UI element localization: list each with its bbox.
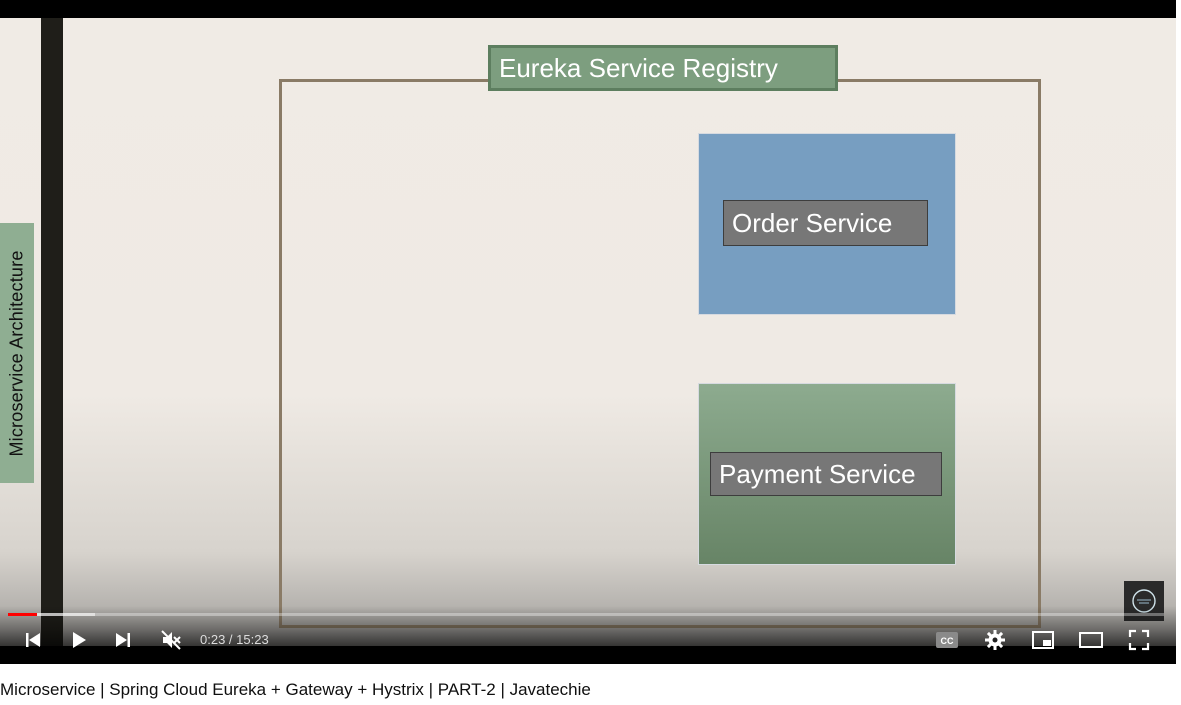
skip-previous-icon (26, 633, 40, 647)
theater-mode-icon (1079, 632, 1103, 648)
skip-next-button[interactable] (110, 626, 136, 654)
theater-mode-button[interactable] (1077, 626, 1105, 654)
side-label-text: Microservice Architecture (6, 249, 27, 457)
volume-muted-icon (161, 630, 181, 650)
captions-button[interactable]: CC (934, 626, 960, 654)
fullscreen-button[interactable] (1125, 626, 1153, 654)
gear-icon (985, 630, 1005, 650)
order-service-label: Order Service (723, 200, 928, 246)
progress-loaded (8, 613, 95, 616)
registry-title-text: Eureka Service Registry (499, 52, 778, 83)
time-display: 0:23 / 15:23 (200, 632, 269, 647)
slide-left-bar (41, 18, 63, 646)
payment-service-label: Payment Service (710, 452, 942, 496)
skip-next-icon (116, 633, 130, 647)
progress-bar[interactable] (8, 613, 1164, 616)
video-title: Microservice | Spring Cloud Eureka + Gat… (0, 680, 591, 699)
slide-side-label: Microservice Architecture (0, 223, 34, 483)
video-player[interactable]: Microservice Architecture Eureka Service… (0, 0, 1176, 664)
fullscreen-icon (1128, 629, 1150, 651)
play-icon (73, 632, 86, 648)
play-button[interactable] (66, 626, 92, 654)
progress-played (8, 613, 37, 616)
video-frame[interactable]: Microservice Architecture Eureka Service… (0, 18, 1176, 646)
miniplayer-icon (1032, 631, 1054, 649)
skip-previous-button[interactable] (20, 626, 46, 654)
captions-text: CC (941, 636, 954, 646)
mute-button[interactable] (157, 626, 185, 654)
miniplayer-button[interactable] (1029, 626, 1057, 654)
settings-button[interactable] (982, 626, 1008, 654)
order-service-box: Order Service (698, 133, 956, 315)
player-controls: 0:23 / 15:23 CC (0, 606, 1176, 664)
registry-title: Eureka Service Registry (488, 45, 838, 91)
payment-service-box: Payment Service (698, 383, 956, 565)
captions-icon: CC (936, 632, 958, 648)
